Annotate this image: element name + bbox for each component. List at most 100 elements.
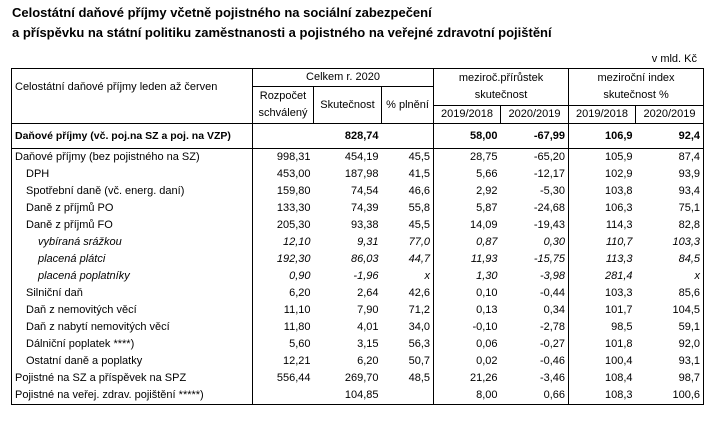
cell-actual: 4,01 (357, 321, 379, 333)
cell-label: Dálniční poplatek ****) (11, 336, 253, 353)
cell-budget: 556,44 (276, 372, 311, 384)
cell-percent: 50,7 (381, 353, 435, 370)
cell-index-2020-2019: 84,5 (635, 251, 705, 268)
cell-percent: 77,0 (381, 234, 435, 251)
cell-actual: 454,19 (344, 151, 379, 163)
cell-label: Daň z nabytí nemovitých věcí (11, 319, 253, 336)
cell-label: DPH (11, 166, 253, 183)
cell-percent: 41,5 (381, 166, 435, 183)
table-row: Ostatní daně a poplatky 12,21 6,20 50,7 0,02… (11, 353, 705, 370)
cell-increase-2020-2019: 0,30 (500, 234, 570, 251)
table-row: Daňové příjmy (bez pojistného na SZ) 998,… (11, 148, 705, 166)
cell-increase-2020-2019: -0,27 (500, 336, 570, 353)
cell-index-2020-2019: 92,0 (635, 336, 705, 353)
table-row: Silniční daň 6,20 2,64 42,6 0,10 -0,44 103,3 85… (11, 285, 705, 302)
cell-actual: 93,38 (350, 219, 379, 231)
table-row: placená poplatníky 0,90 -1,96 x 1,30 -3,98 281… (11, 268, 705, 285)
cell-index-2019-2018: 110,7 (605, 236, 633, 248)
cell-index-2020-2019: 85,6 (635, 285, 705, 302)
cell-budget (253, 124, 314, 149)
cell-budget: 133,30 (276, 202, 311, 214)
cell-label: Daňové příjmy (vč. poj.na SZ a poj. na V… (11, 123, 253, 149)
cell-label: Silniční daň (11, 285, 253, 302)
cell-actual: 74,39 (350, 202, 379, 214)
cell-budget: 12,10 (282, 236, 311, 248)
cell-increase-2019-2018: 2,92 (476, 185, 498, 197)
cell-increase-2019-2018: 0,10 (476, 287, 498, 299)
unit-label: v mld. Kč (651, 53, 697, 65)
cell-increase-2020-2019: -5,30 (500, 183, 570, 200)
header-percent: % plnění (381, 86, 435, 124)
header-idx-2020-2019: 2020/2019 (635, 105, 705, 124)
cell-increase-2019-2018: -0,10 (472, 321, 498, 333)
cell-increase-2020-2019: -24,68 (500, 200, 570, 217)
cell-label: Daňové příjmy (bez pojistného na SZ) (11, 148, 253, 166)
cell-label: Daně z příjmů FO (11, 217, 253, 234)
cell-budget: 12,21 (282, 355, 311, 367)
cell-increase-2019-2018: 0,87 (476, 236, 498, 248)
cell-budget: 998,31 (276, 151, 311, 163)
cell-actual: 187,98 (344, 168, 379, 180)
cell-percent: 71,2 (381, 302, 435, 319)
cell-budget: 6,20 (289, 287, 311, 299)
cell-percent: x (381, 268, 435, 285)
cell-percent (381, 123, 435, 149)
cell-index-2020-2019: x (635, 268, 705, 285)
cell-budget: 11,10 (283, 304, 311, 316)
cell-budget: 11,80 (283, 321, 311, 333)
cell-actual: 86,03 (350, 253, 379, 265)
cell-percent: 55,8 (381, 200, 435, 217)
cell-budget: 453,00 (276, 168, 311, 180)
cell-increase-2019-2018: 5,87 (476, 202, 498, 214)
cell-index-2019-2018: 281,4 (605, 270, 633, 282)
cell-actual: -1,96 (353, 270, 379, 282)
cell-increase-2019-2018: 1,30 (476, 270, 498, 282)
cell-increase-2020-2019: -3,46 (500, 370, 570, 387)
cell-increase-2019-2018: 28,75 (470, 151, 498, 163)
cell-label: Ostatní daně a poplatky (11, 353, 253, 370)
cell-index-2020-2019: 93,4 (635, 183, 705, 200)
table-row: Pojistné na SZ a příspěvek na SPZ 556,44 2… (11, 370, 705, 387)
cell-increase-2020-2019: -15,75 (500, 251, 570, 268)
header-inc-2019-2018: 2019/2018 (433, 105, 502, 124)
cell-increase-2019-2018: 5,66 (476, 168, 498, 180)
cell-percent: 34,0 (381, 319, 435, 336)
cell-label: Pojistné na veřej. zdrav. pojištění ****… (11, 387, 253, 405)
cell-percent: 44,7 (381, 251, 435, 268)
cell-index-2019-2018: 100,4 (605, 355, 633, 367)
cell-actual: 6,20 (357, 355, 379, 367)
cell-label: Daň z nemovitých věcí (11, 302, 253, 319)
cell-index-2020-2019: 103,3 (635, 234, 705, 251)
title-line-1: Celostátní daňové příjmy včetně pojistné… (12, 5, 432, 20)
cell-percent: 48,5 (381, 370, 435, 387)
cell-increase-2019-2018: 14,09 (470, 219, 498, 231)
cell-actual: 7,90 (357, 304, 379, 316)
cell-label: Daně z příjmů PO (11, 200, 253, 217)
cell-budget: 0,90 (289, 270, 311, 282)
cell-index-2019-2018: 108,4 (605, 372, 633, 384)
document-title: Celostátní daňové příjmy včetně pojistné… (12, 3, 552, 43)
cell-index-2020-2019: 87,4 (635, 148, 705, 166)
cell-increase-2019-2018: 8,00 (476, 389, 498, 401)
header-idx-2019-2018: 2019/2018 (568, 105, 637, 124)
cell-actual: 74,54 (350, 185, 379, 197)
cell-increase-2019-2018: 11,93 (470, 253, 498, 265)
cell-index-2019-2018: 108,3 (605, 389, 633, 401)
table-row: Daňové příjmy (vč. poj.na SZ a poj. na V… (11, 123, 705, 149)
cell-index-2019-2018: 103,3 (605, 287, 633, 299)
cell-label: Pojistné na SZ a příspěvek na SPZ (11, 370, 253, 387)
cell-budget (253, 387, 314, 405)
cell-percent: 45,5 (381, 148, 435, 166)
cell-actual: 2,64 (357, 287, 379, 299)
cell-increase-2020-2019: -65,20 (500, 148, 570, 166)
cell-index-2019-2018: 101,8 (605, 338, 633, 350)
table-row: Dálniční poplatek ****) 5,60 3,15 56,3 0,06-… (11, 336, 705, 353)
cell-index-2020-2019: 104,5 (635, 302, 705, 319)
table-row: vybíraná srážkou 12,10 9,31 77,0 0,87 0,30 110… (11, 234, 705, 251)
cell-index-2020-2019: 92,4 (635, 123, 705, 149)
cell-increase-2020-2019: 0,66 (500, 387, 570, 405)
cell-budget: 205,30 (276, 219, 311, 231)
cell-index-2019-2018: 98,5 (611, 321, 633, 333)
table-row: Daň z nabytí nemovitých věcí 11,80 4,01 34,… (11, 319, 705, 336)
table-row: DPH 453,00 187,98 41,5 5,66 -12,17 102,9 93,9 (11, 166, 705, 183)
